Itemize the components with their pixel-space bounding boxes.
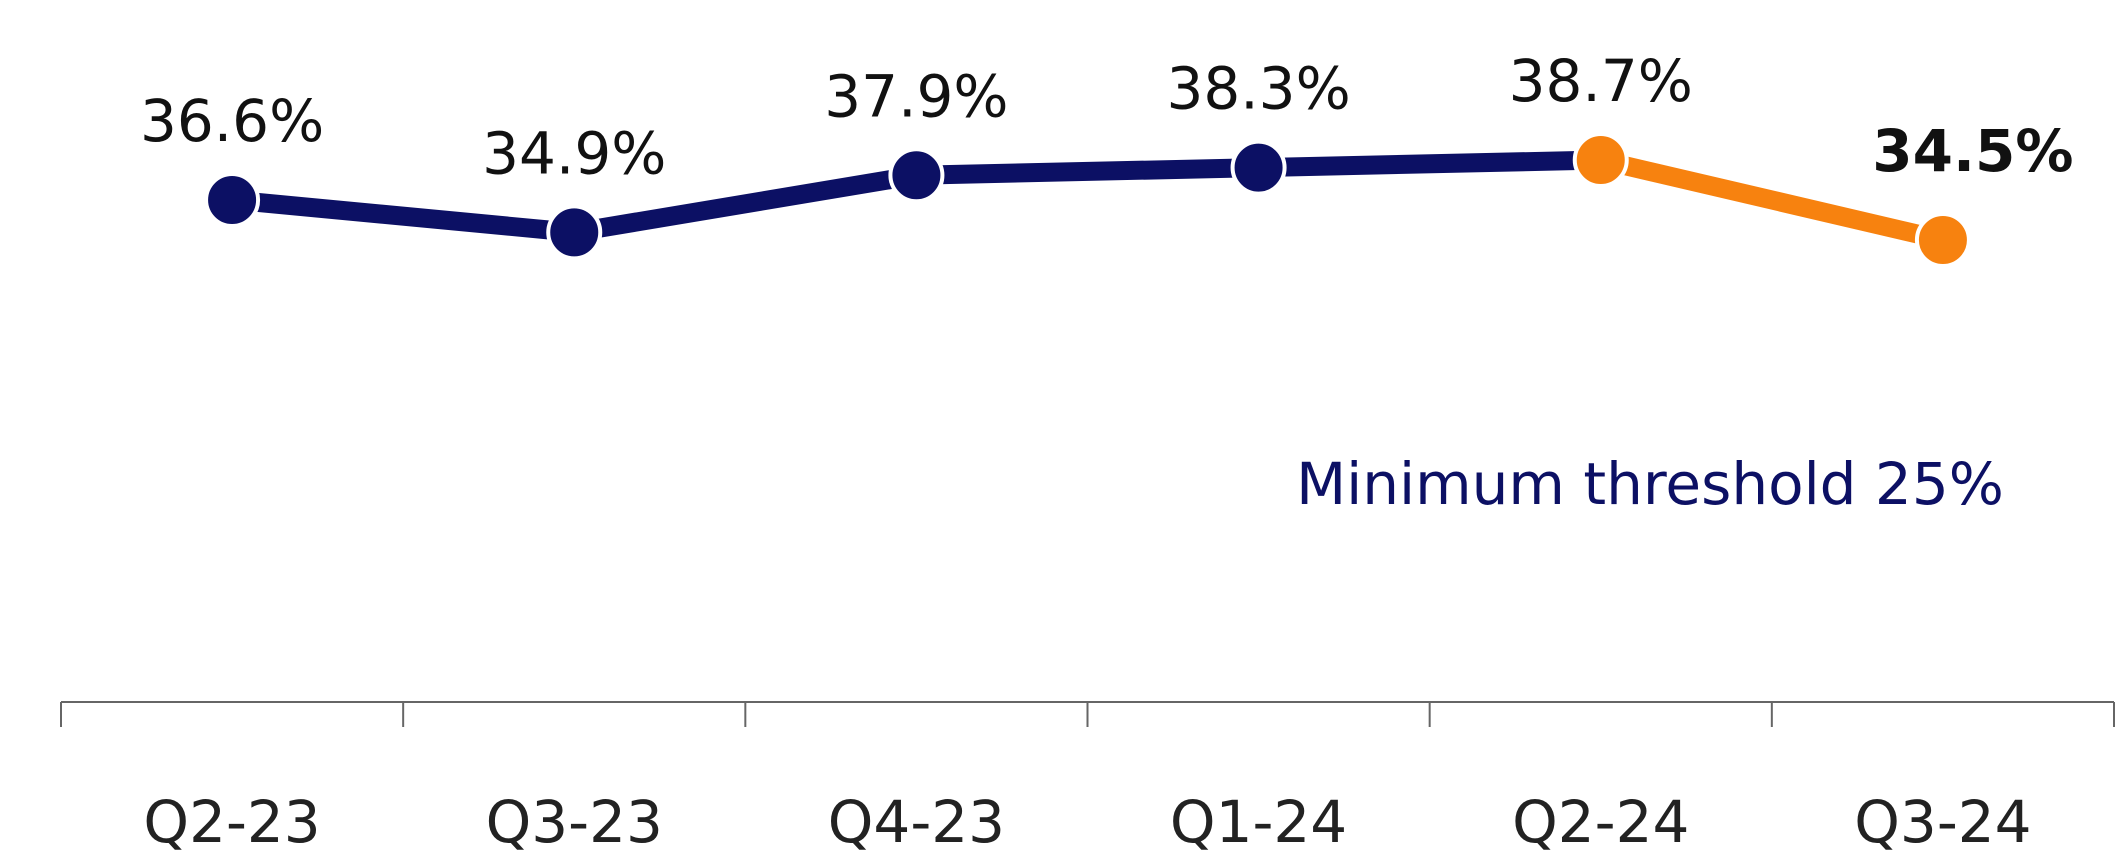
data-point <box>888 147 945 204</box>
x-tick-label: Q1-24 <box>1170 788 1347 856</box>
line-segment <box>572 165 918 242</box>
data-point <box>1230 139 1287 196</box>
data-point <box>1914 212 1971 268</box>
x-tick-label: Q2-23 <box>143 788 320 856</box>
data-point <box>1572 132 1629 188</box>
line-segment <box>231 190 576 242</box>
data-label: 38.7% <box>1509 47 1693 115</box>
line-segment <box>1598 150 1946 250</box>
line-segment <box>916 158 1259 185</box>
data-label: 34.9% <box>482 119 666 187</box>
annotation: Minimum threshold 25% <box>1296 450 2004 518</box>
data-label: 36.6% <box>140 87 324 155</box>
x-tick-label: Q3-23 <box>486 788 663 856</box>
x-tick-label: Q3-24 <box>1854 788 2031 856</box>
line-segment <box>1258 150 1601 178</box>
data-point <box>546 204 603 261</box>
data-label: 34.5% <box>1872 117 2073 185</box>
data-point <box>204 172 261 228</box>
x-tick-label: Q2-24 <box>1512 788 1689 856</box>
data-label: 37.9% <box>824 62 1008 130</box>
data-label: 38.3% <box>1166 55 1350 123</box>
x-tick-label: Q4-23 <box>828 788 1005 856</box>
